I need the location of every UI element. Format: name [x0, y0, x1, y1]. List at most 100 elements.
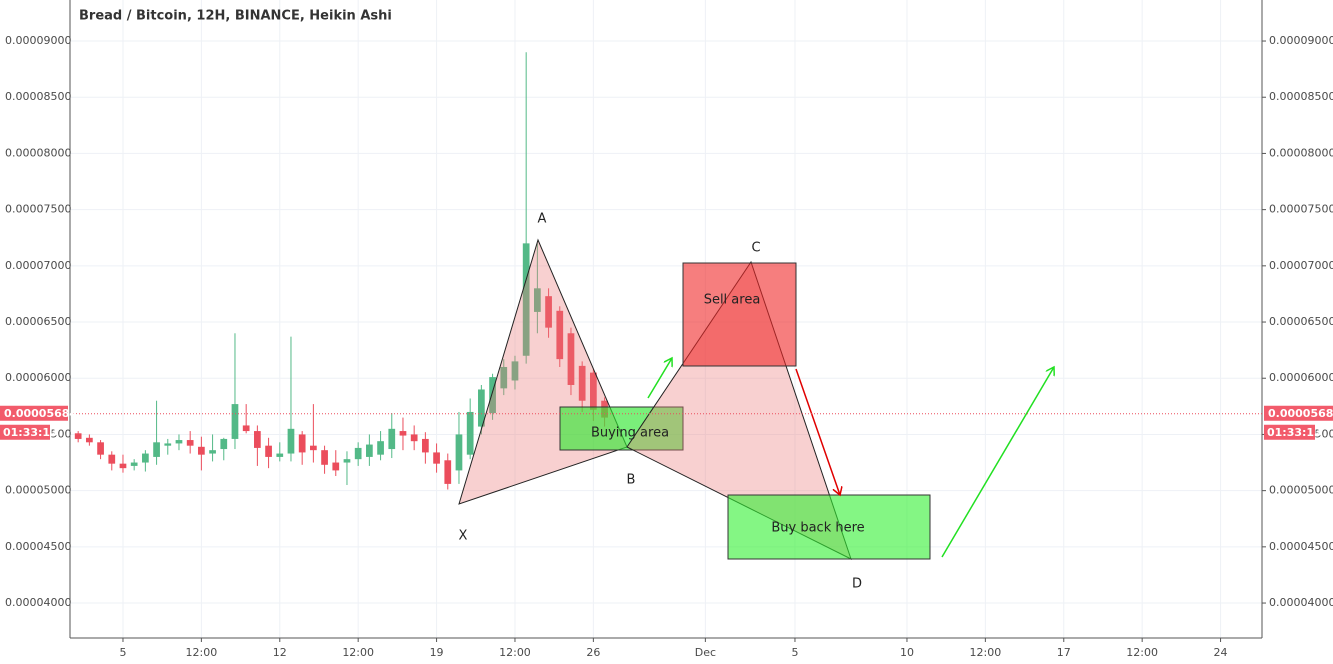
candle-body: [455, 434, 463, 471]
sell-zone: [682, 262, 797, 367]
candle-body: [377, 441, 384, 455]
zone-label: Buying area: [591, 426, 669, 441]
candle-body: [478, 389, 485, 427]
chart-title: Bread / Bitcoin, 12H, BINANCE, Heikin As…: [79, 9, 392, 24]
y2-tick-label: 0.00004000: [1269, 596, 1333, 609]
x-tick-label: 12:00: [1126, 646, 1158, 659]
x-tick-label: 12:00: [970, 646, 1002, 659]
zone-label: Sell area: [704, 293, 761, 308]
candle-body: [97, 442, 104, 455]
x-tick-label: 17: [1057, 646, 1071, 659]
y-tick-label: 0.00004000: [5, 596, 71, 609]
candle-body: [321, 450, 328, 465]
zone-label: Buy back here: [771, 521, 864, 536]
candle-body: [119, 463, 127, 469]
candle-body: [522, 243, 530, 356]
candle-body: [332, 462, 340, 471]
x-tick-label: 26: [586, 646, 600, 659]
y-tick-label: 0.00008000: [5, 146, 71, 159]
price-label: 0.00005684: [1268, 407, 1333, 420]
candle-body: [567, 333, 575, 385]
y-tick-label: 0.00007000: [5, 259, 71, 272]
countdown: 01:33:13: [1267, 426, 1322, 439]
price-label-bg: [0, 405, 68, 421]
candle-body: [142, 453, 149, 463]
x-tick-label: 19: [430, 646, 444, 659]
candle-body: [242, 425, 250, 432]
point-label: C: [751, 241, 760, 256]
y-tick-label: 0.00006500: [5, 315, 71, 328]
candle-body: [209, 450, 216, 454]
drawings: X A B C D Buying area Sell area Buy back…: [458, 212, 1054, 592]
point-label: A: [538, 212, 547, 227]
candle-body: [186, 440, 194, 446]
candle-body: [500, 366, 508, 389]
candle-body: [422, 438, 429, 453]
countdown: 01:33:13: [3, 426, 58, 439]
arrow: [941, 367, 1054, 558]
y-tick-label: 0.00005000: [5, 484, 71, 497]
candle-body: [433, 452, 440, 464]
candle-body: [86, 437, 93, 443]
point-label: X: [459, 529, 468, 544]
candle-body: [511, 361, 519, 381]
y2-tick-label: 0.00006000: [1269, 371, 1333, 384]
x-tick-label: 24: [1214, 646, 1228, 659]
y-tick-label: 0.00008500: [5, 90, 71, 103]
candle-body: [220, 438, 228, 450]
arrow: [795, 368, 840, 495]
candle-body: [556, 310, 564, 360]
candle-body: [265, 445, 272, 457]
y2-tick-label: 0.00005000: [1269, 484, 1333, 497]
candle-body: [164, 443, 172, 446]
candle-body: [410, 434, 418, 442]
y2-tick-label: 0.00009000: [1269, 34, 1333, 47]
x-tick-label: 12:00: [186, 646, 218, 659]
candle-body: [198, 446, 205, 455]
candle-body: [74, 433, 82, 439]
x-tick-label: 5: [119, 646, 126, 659]
x-tick-label: 12: [273, 646, 287, 659]
candle-body: [175, 440, 183, 444]
candle-body: [254, 431, 261, 448]
candle-body: [366, 444, 373, 457]
y2-tick-label: 0.00004500: [1269, 540, 1333, 553]
price-box: 0.00005684 01:33:13: [0, 405, 77, 440]
candle-body: [578, 365, 586, 401]
countdown-bg: [1264, 424, 1315, 440]
candle-body: [545, 296, 552, 328]
y-tick-label: 0.00004500: [5, 540, 71, 553]
price-label-bg: [1264, 405, 1333, 421]
x-tick-label: 5: [791, 646, 798, 659]
candle-body: [590, 372, 597, 410]
candle-body: [276, 453, 284, 457]
candle-body: [444, 460, 452, 484]
candle-body: [399, 431, 407, 436]
buy-back-zone: [727, 494, 931, 560]
candle-body: [466, 411, 474, 455]
y-tick-label: 0.00006000: [5, 371, 71, 384]
y2-tick-label: 0.00008000: [1269, 146, 1333, 159]
x-tick-label: Dec: [695, 646, 716, 659]
candle-body: [231, 404, 239, 439]
y-tick-label: 0.00009000: [5, 34, 71, 47]
candle-body: [343, 459, 351, 463]
pattern-xab: [458, 238, 628, 505]
y2-tick-label: 0.00008500: [1269, 90, 1333, 103]
candle-body: [153, 442, 160, 457]
candle-body: [354, 447, 362, 460]
candle-body: [287, 428, 295, 454]
candles: [74, 52, 608, 490]
arrow: [647, 358, 672, 399]
candle-body: [310, 445, 317, 451]
countdown-bg: [0, 424, 50, 440]
price-label: 0.00005684: [4, 407, 77, 420]
x-tick-label: 12:00: [342, 646, 374, 659]
y2-tick-label: 0.00007500: [1269, 203, 1333, 216]
candle-body: [534, 288, 541, 312]
x-tick-label: 10: [900, 646, 914, 659]
grid: [70, 0, 1262, 638]
